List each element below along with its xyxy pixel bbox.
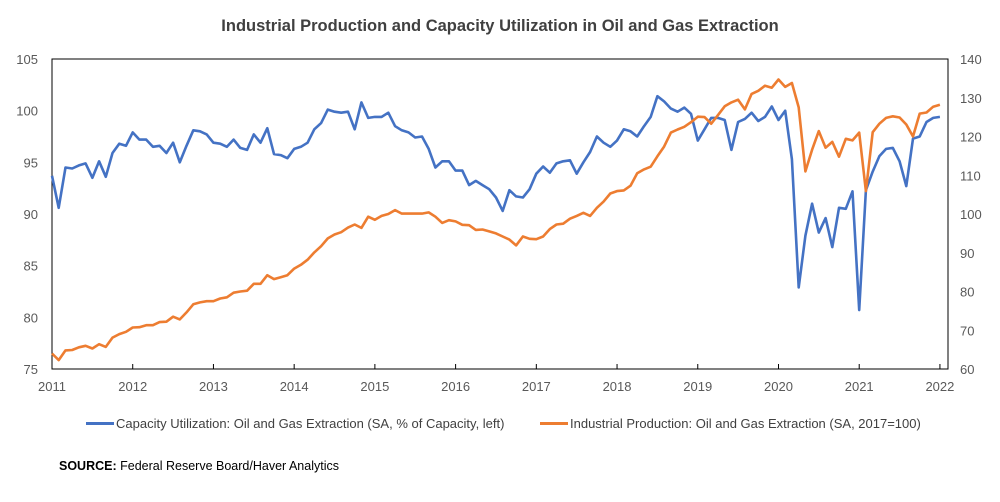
- x-tick-label: 2018: [603, 379, 632, 394]
- left-tick-label: 105: [16, 52, 38, 67]
- right-axis: 60 70 80 90 100 110 120 130 140: [960, 52, 982, 377]
- series-line-capacity-utilization: [50, 94, 941, 312]
- left-tick-label: 100: [16, 104, 38, 119]
- legend-label: Capacity Utilization: Oil and Gas Extrac…: [116, 416, 505, 431]
- legend-label: Industrial Production: Oil and Gas Extra…: [570, 416, 921, 431]
- right-tick-label: 140: [960, 52, 982, 67]
- left-tick-label: 95: [24, 155, 38, 170]
- left-tick-label: 75: [24, 362, 38, 377]
- x-tick-label: 2017: [522, 379, 551, 394]
- right-tick-label: 120: [960, 130, 982, 145]
- left-axis: 75 80 85 90 95 100 105: [16, 52, 38, 377]
- right-tick-label: 90: [960, 246, 974, 261]
- right-tick-label: 130: [960, 91, 982, 106]
- source-note: SOURCE: Federal Reserve Board/Haver Anal…: [59, 459, 339, 473]
- source-text: Federal Reserve Board/Haver Analytics: [120, 459, 339, 473]
- x-tick-label: 2021: [845, 379, 874, 394]
- chart-title: Industrial Production and Capacity Utili…: [221, 17, 779, 35]
- series-layer: [50, 78, 941, 362]
- x-tick-label: 2014: [280, 379, 309, 394]
- x-tick-label: 2016: [441, 379, 470, 394]
- right-tick-label: 60: [960, 362, 974, 377]
- left-tick-label: 80: [24, 310, 38, 325]
- right-tick-label: 110: [960, 168, 981, 183]
- series-line-industrial-production: [51, 78, 941, 362]
- right-tick-label: 80: [960, 285, 974, 300]
- x-tick-label: 2022: [925, 379, 954, 394]
- x-tick-label: 2012: [118, 379, 147, 394]
- legend-item-capacity-utilization: Capacity Utilization: Oil and Gas Extrac…: [86, 416, 504, 431]
- x-tick-label: 2019: [683, 379, 712, 394]
- right-tick-label: 70: [960, 323, 974, 338]
- source-label: SOURCE:: [59, 459, 117, 473]
- x-tick-label: 2011: [38, 379, 66, 394]
- x-tick-label: 2015: [360, 379, 389, 394]
- chart-plot: 75 80 85 90 95 100 105 60 70 80 90 100 110 120 130 140…: [16, 52, 982, 394]
- x-tick-label: 2013: [199, 379, 228, 394]
- plot-frame: [51, 58, 949, 370]
- x-axis: 2011 2012 2013 2014 2015 2016 2017 2018 2019 2020…: [38, 364, 954, 394]
- legend-swatch-orange: [540, 422, 568, 425]
- left-tick-label: 85: [24, 259, 38, 274]
- legend-swatch-blue: [86, 422, 114, 425]
- left-tick-label: 90: [24, 207, 38, 222]
- legend-item-industrial-production: Industrial Production: Oil and Gas Extra…: [540, 416, 921, 431]
- right-tick-label: 100: [960, 207, 982, 222]
- x-tick-label: 2020: [764, 379, 793, 394]
